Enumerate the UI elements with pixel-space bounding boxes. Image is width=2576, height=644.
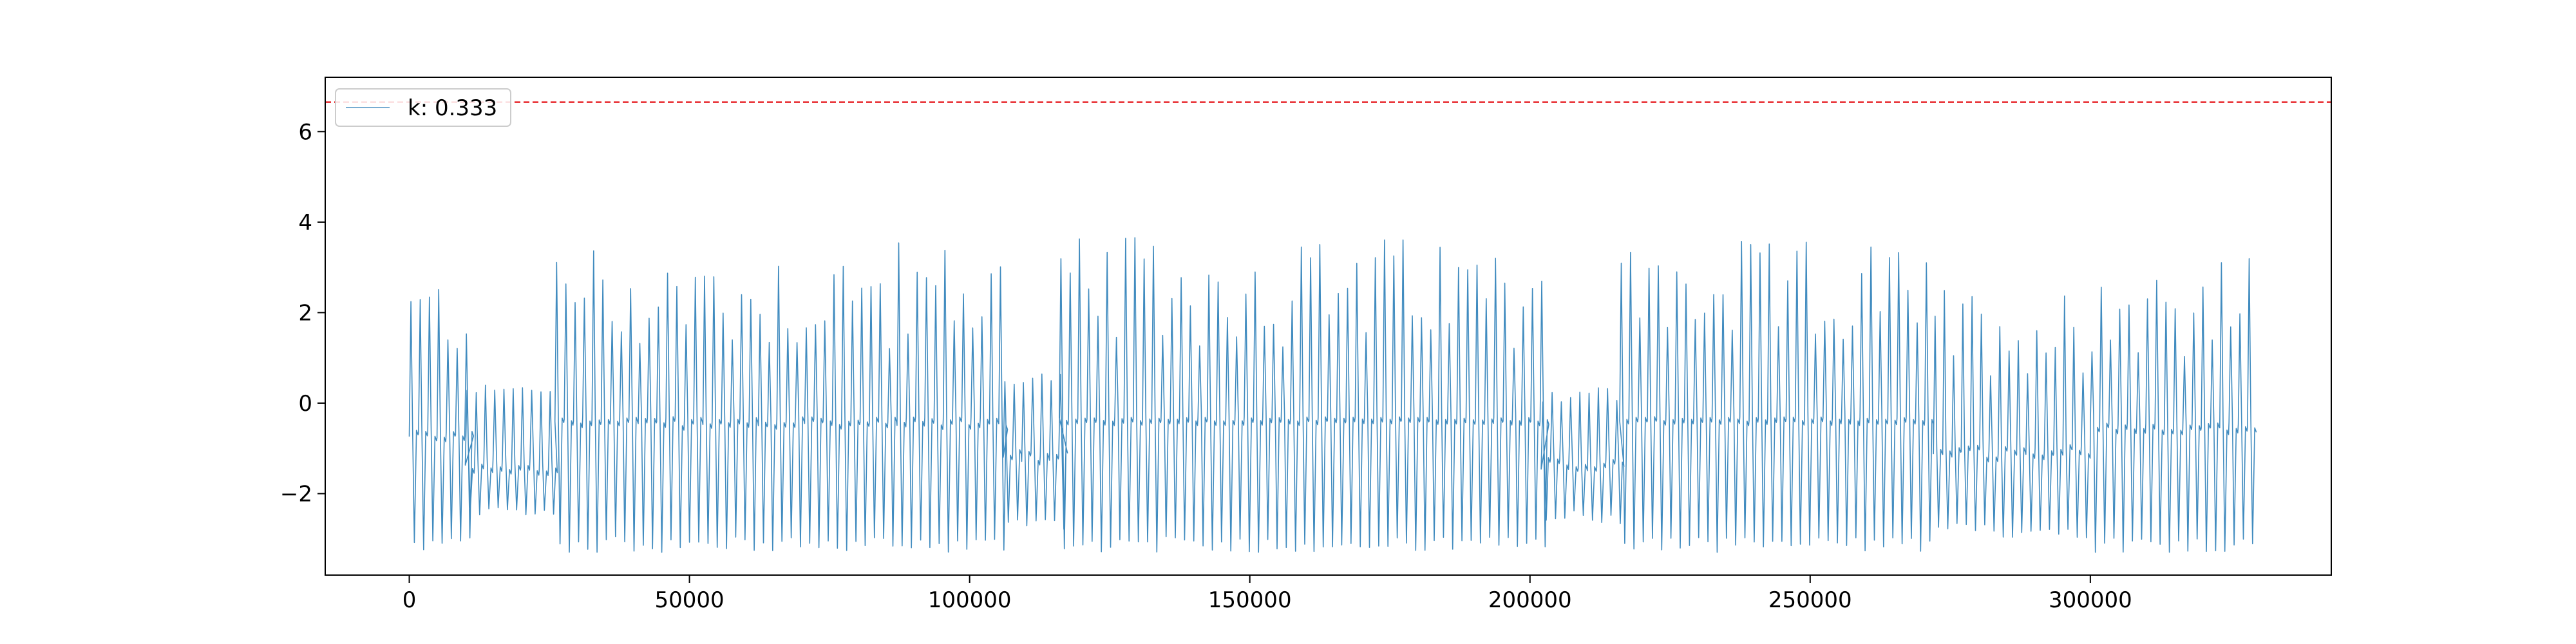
axes-frame bbox=[325, 77, 2332, 576]
x-tick-label: 50000 bbox=[654, 587, 724, 613]
series-layer bbox=[408, 237, 2257, 553]
series-line-0 bbox=[408, 237, 2257, 553]
x-tick-label: 0 bbox=[402, 587, 417, 613]
y-axis: −2 0 2 4 6 bbox=[280, 119, 325, 507]
y-tick-label: 6 bbox=[298, 119, 312, 145]
plot-area: 0 50000 100000 150000 200000 250000 300000 −2 0… bbox=[280, 77, 2332, 613]
legend-box bbox=[335, 88, 511, 127]
y-tick-label: 4 bbox=[298, 210, 312, 236]
x-tick-label: 100000 bbox=[928, 587, 1012, 613]
x-tick-label: 200000 bbox=[1488, 587, 1572, 613]
y-tick-label: −2 bbox=[280, 482, 312, 507]
x-tick-label: 250000 bbox=[1768, 587, 1852, 613]
x-axis: 0 50000 100000 150000 200000 250000 300000 bbox=[402, 575, 2132, 613]
x-tick-label: 300000 bbox=[2049, 587, 2132, 613]
y-tick-label: 2 bbox=[298, 300, 312, 326]
legend-label-k-0-333: k: 0.333 bbox=[408, 95, 497, 121]
y-tick-label: 0 bbox=[298, 391, 312, 417]
x-tick-label: 150000 bbox=[1208, 587, 1292, 613]
legend: k: 0.333 bbox=[335, 88, 511, 127]
